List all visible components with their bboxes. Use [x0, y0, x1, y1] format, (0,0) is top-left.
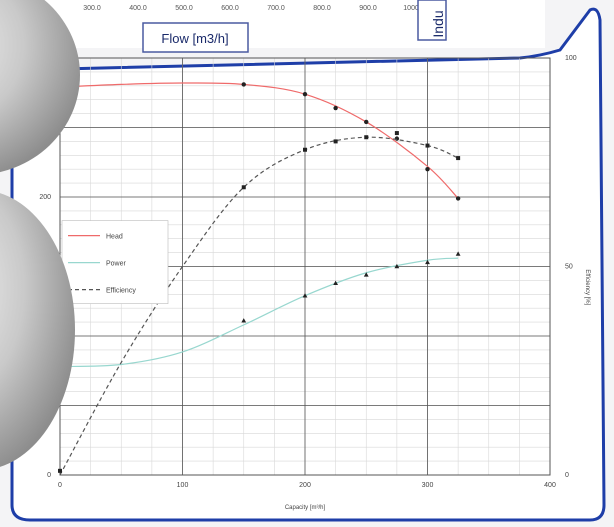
head-data-point — [302, 91, 308, 97]
efficiency-data-point — [303, 147, 307, 152]
y-tick-label-right: 50 — [565, 264, 573, 271]
head-series-line — [59, 82, 459, 199]
y-axis-label-right: Efficiency [%] — [584, 269, 590, 305]
x-axis-label: Capacity [m³/h] — [285, 505, 326, 511]
background-x-tick-label: 500.0 — [175, 5, 193, 12]
decorative-sphere-bottom — [0, 193, 75, 467]
y-tick-label-left: 0 — [47, 472, 51, 479]
y-tick-label-left: 200 — [39, 194, 51, 201]
background-x-tick-label: 300.0 — [83, 5, 101, 12]
power-series-line — [59, 257, 459, 368]
legend-label: Head — [106, 234, 123, 241]
x-tick-label: 100 — [177, 482, 189, 489]
efficiency-data-point — [364, 135, 369, 140]
efficiency-data-point — [241, 185, 246, 190]
side-label: Indu — [430, 10, 446, 37]
power-data-point — [333, 280, 339, 285]
efficiency-data-point — [333, 139, 338, 144]
power-data-point — [425, 259, 430, 265]
head-data-point — [394, 136, 400, 141]
flow-label: Flow [m3/h] — [161, 31, 228, 46]
efficiency-series-line — [59, 136, 459, 476]
decorative-sphere-top — [0, 0, 80, 173]
power-data-point — [302, 293, 308, 298]
power-data-point — [394, 263, 400, 269]
head-data-point — [364, 119, 369, 125]
background-x-tick-label: 900.0 — [359, 5, 377, 12]
legend-label: Power — [106, 261, 127, 268]
y-tick-label-right: 100 — [565, 55, 577, 62]
plot-area: 01002003004000200250300050100Capacity [m… — [30, 55, 590, 511]
x-tick-label: 200 — [299, 482, 311, 489]
power-data-point — [241, 318, 247, 323]
background-x-tick-labels: 300.0 400.0 500.0 600.0 700.0 800.0 900.0 1000.… — [83, 5, 425, 12]
power-data-point — [455, 251, 461, 256]
background-x-tick-label: 700.0 — [267, 5, 285, 12]
efficiency-data-point — [58, 468, 62, 473]
background-x-tick-label: 1000.0 — [403, 5, 425, 12]
legend: Head Power Efficiency — [61, 220, 169, 304]
x-tick-label: 300 — [422, 482, 434, 489]
head-data-point — [425, 167, 430, 172]
background-x-tick-label: 800.0 — [313, 5, 331, 12]
efficiency-data-point — [394, 131, 399, 136]
x-tick-label: 0 — [58, 482, 62, 489]
head-data-point — [455, 196, 461, 201]
head-data-point — [241, 82, 246, 87]
legend-label: Efficiency — [106, 288, 136, 295]
background-x-tick-label: 600.0 — [221, 5, 239, 12]
power-data-point — [363, 272, 369, 277]
flow-label-box — [142, 22, 249, 53]
background-chart-sheet — [0, 0, 545, 48]
side-label-box — [417, 0, 447, 41]
background-x-tick-label: 400.0 — [129, 5, 147, 12]
efficiency-data-point — [425, 143, 430, 148]
head-data-point — [333, 105, 338, 111]
efficiency-data-point — [456, 156, 461, 161]
x-tick-label: 400 — [544, 482, 556, 489]
y-tick-label-right: 0 — [565, 472, 569, 479]
